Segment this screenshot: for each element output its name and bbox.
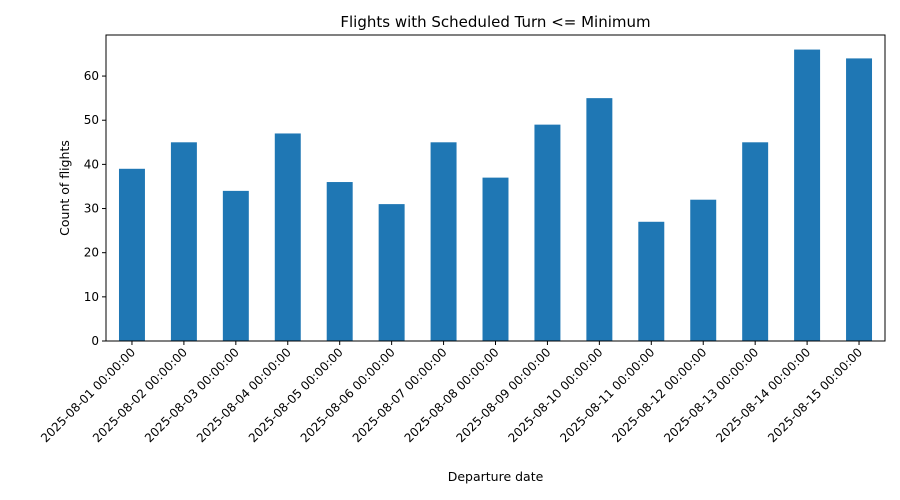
x-tick-label: 2025-08-01 00:00:00 <box>38 345 138 445</box>
bar <box>794 49 821 341</box>
y-tick-label: 40 <box>84 157 99 171</box>
x-tick-label: 2025-08-04 00:00:00 <box>194 345 294 445</box>
y-tick-label: 30 <box>84 202 99 216</box>
bar <box>378 204 405 341</box>
x-tick-label: 2025-08-07 00:00:00 <box>350 345 450 445</box>
x-tick-label: 2025-08-10 00:00:00 <box>505 345 605 445</box>
x-tick-label: 2025-08-11 00:00:00 <box>557 345 657 445</box>
x-tick-label: 2025-08-05 00:00:00 <box>246 345 346 445</box>
y-tick-label: 0 <box>91 334 99 348</box>
y-tick-label: 10 <box>84 290 99 304</box>
bar <box>846 58 873 342</box>
bar <box>742 142 769 341</box>
y-axis-label: Count of flights <box>57 140 72 236</box>
x-tick-label: 2025-08-08 00:00:00 <box>402 345 502 445</box>
x-tick-label: 2025-08-13 00:00:00 <box>661 345 761 445</box>
x-tick-label: 2025-08-14 00:00:00 <box>713 345 813 445</box>
y-tick-label: 60 <box>84 69 99 83</box>
bar <box>118 168 145 341</box>
x-tick-label: 2025-08-06 00:00:00 <box>298 345 398 445</box>
bar <box>534 124 561 342</box>
bar <box>586 98 613 342</box>
x-tick-label: 2025-08-03 00:00:00 <box>142 345 242 445</box>
bar <box>690 199 717 341</box>
y-tick-label: 50 <box>84 113 99 127</box>
bar <box>326 182 353 341</box>
x-tick-label: 2025-08-02 00:00:00 <box>90 345 190 445</box>
y-ticks-group: 0 10 20 30 40 50 60 <box>84 69 106 348</box>
bar <box>170 142 197 341</box>
bar <box>482 177 509 341</box>
plot-frame <box>105 34 886 342</box>
bar <box>430 142 457 341</box>
x-axis-label: Departure date <box>448 469 544 484</box>
y-tick-label: 20 <box>84 246 99 260</box>
bar <box>638 221 665 341</box>
x-tick-label: 2025-08-09 00:00:00 <box>454 345 554 445</box>
bar <box>222 190 249 341</box>
bar <box>274 133 301 341</box>
x-tick-label: 2025-08-12 00:00:00 <box>609 345 709 445</box>
chart-title: Flights with Scheduled Turn <= Minimum <box>340 13 650 31</box>
x-tick-label: 2025-08-15 00:00:00 <box>765 345 865 445</box>
bars-group <box>118 49 873 342</box>
